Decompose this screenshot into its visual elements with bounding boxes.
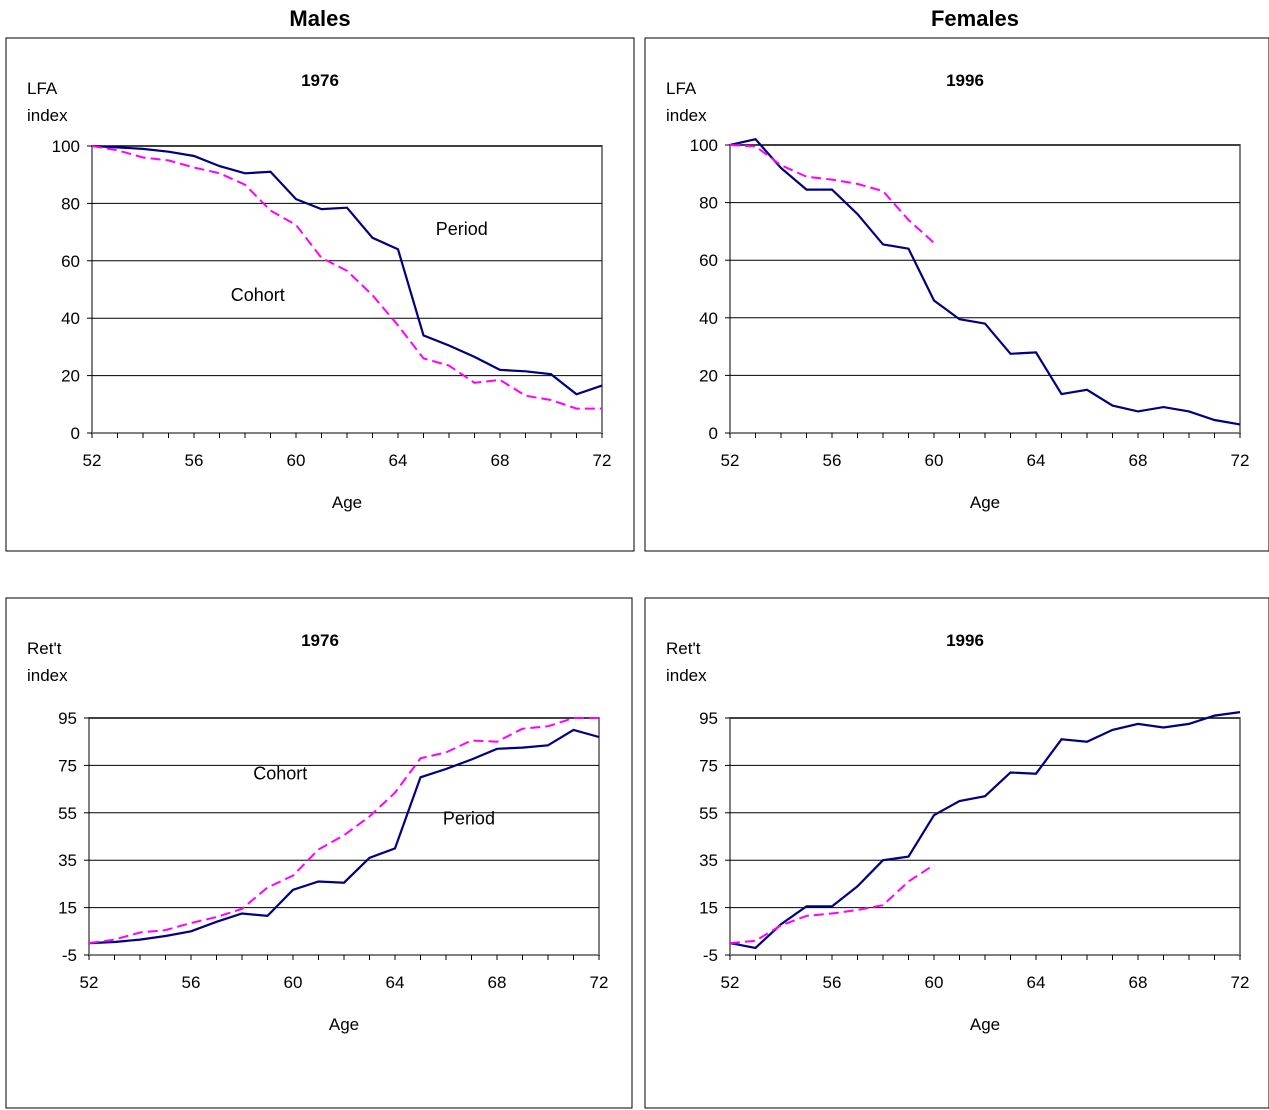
x-tick-label: 64 xyxy=(389,451,408,470)
x-tick-label: 60 xyxy=(925,451,944,470)
series-annotation: Cohort xyxy=(253,764,307,784)
period-series-line xyxy=(729,137,1241,426)
y-tick-label: 75 xyxy=(58,756,77,775)
x-axis-label: Age xyxy=(329,1015,359,1034)
series-annotation: Period xyxy=(443,809,495,829)
y-axis-label: index xyxy=(27,106,68,125)
series-annotation: Cohort xyxy=(231,285,285,305)
chart-title: 1976 xyxy=(301,71,339,90)
x-axis-label: Age xyxy=(332,493,362,512)
y-tick-label: 35 xyxy=(699,851,718,870)
y-tick-label: 15 xyxy=(58,899,77,918)
x-tick-label: 52 xyxy=(721,973,740,992)
y-tick-label: 80 xyxy=(61,194,80,213)
chart-frame xyxy=(644,597,1269,1109)
y-tick-label: 60 xyxy=(699,251,718,270)
x-tick-label: 52 xyxy=(721,451,740,470)
y-tick-label: 40 xyxy=(61,309,80,328)
x-tick-label: 64 xyxy=(1027,973,1046,992)
chart-frame xyxy=(5,37,635,552)
y-axis-label: index xyxy=(666,666,707,685)
x-tick-label: 56 xyxy=(823,973,842,992)
x-tick-label: 60 xyxy=(284,973,303,992)
chart-panel-1: 0 20 40 60 80 100 52 56 60 64 68 72 1976 LFA index Age P… xyxy=(5,37,635,552)
x-axis-label: Age xyxy=(970,1015,1000,1034)
x-axis-label: Age xyxy=(970,493,1000,512)
x-tick-label: 68 xyxy=(488,973,507,992)
y-tick-label: 20 xyxy=(699,366,718,385)
cohort-series-line xyxy=(91,145,602,410)
chart-frame xyxy=(5,597,633,1109)
y-axis-label: Ret't xyxy=(27,639,62,658)
x-tick-label: 68 xyxy=(1129,451,1148,470)
chart-title: 1996 xyxy=(946,631,984,650)
y-tick-label: 80 xyxy=(699,194,718,213)
females-header: Females xyxy=(930,6,1020,31)
y-tick-label: 100 xyxy=(52,137,80,156)
chart-panel-3: -5 15 35 55 75 95 52 56 60 64 68 72 1976 Ret't index Ag… xyxy=(5,597,633,1109)
y-axis-label: Ret't xyxy=(666,639,701,658)
y-tick-label: -5 xyxy=(703,946,718,965)
period-series-line xyxy=(91,144,603,396)
chart-title: 1996 xyxy=(946,71,984,90)
x-tick-label: 60 xyxy=(287,451,306,470)
y-tick-label: 60 xyxy=(61,252,80,271)
y-tick-label: 55 xyxy=(58,804,77,823)
series-annotation: Period xyxy=(436,219,488,239)
y-tick-label: 100 xyxy=(690,136,718,155)
x-tick-label: 56 xyxy=(185,451,204,470)
cohort-series-line xyxy=(729,864,935,945)
period-series-line xyxy=(88,728,600,945)
y-axis-label: LFA xyxy=(27,79,58,98)
period-series-line xyxy=(729,711,1241,950)
chart-panel-2: 0 20 40 60 80 100 52 56 60 64 68 72 1996 LFA index Age xyxy=(644,37,1269,552)
y-tick-label: 95 xyxy=(699,709,718,728)
y-tick-label: 0 xyxy=(709,424,718,443)
x-tick-label: 52 xyxy=(83,451,102,470)
x-tick-label: 72 xyxy=(1231,451,1250,470)
chart-title: 1976 xyxy=(301,631,339,650)
y-axis-label: LFA xyxy=(666,79,697,98)
cohort-series-line xyxy=(729,144,935,244)
x-tick-label: 56 xyxy=(823,451,842,470)
males-header: Males xyxy=(289,6,351,31)
x-tick-label: 68 xyxy=(491,451,510,470)
x-tick-label: 64 xyxy=(386,973,405,992)
x-tick-label: 72 xyxy=(590,973,609,992)
y-tick-label: 75 xyxy=(699,756,718,775)
y-axis-label: index xyxy=(27,666,68,685)
y-tick-label: 20 xyxy=(61,367,80,386)
y-tick-label: 15 xyxy=(699,899,718,918)
y-tick-label: 35 xyxy=(58,851,77,870)
y-tick-label: 0 xyxy=(71,424,80,443)
y-tick-label: 40 xyxy=(699,309,718,328)
x-tick-label: 72 xyxy=(1231,973,1250,992)
y-tick-label: -5 xyxy=(62,946,77,965)
chart-panel-4: -5 15 35 55 75 95 52 56 60 64 68 72 1996 Ret't index Ag… xyxy=(644,597,1269,1109)
x-tick-label: 52 xyxy=(80,973,99,992)
x-tick-label: 68 xyxy=(1129,973,1148,992)
x-tick-label: 60 xyxy=(925,973,944,992)
x-tick-label: 56 xyxy=(182,973,201,992)
x-tick-label: 72 xyxy=(593,451,612,470)
y-tick-label: 95 xyxy=(58,709,77,728)
y-axis-label: index xyxy=(666,106,707,125)
y-tick-label: 55 xyxy=(699,804,718,823)
chart-frame xyxy=(644,37,1269,552)
x-tick-label: 64 xyxy=(1027,451,1046,470)
